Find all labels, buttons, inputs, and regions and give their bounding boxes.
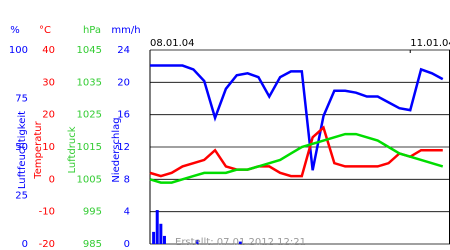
y-tick-label: 20 bbox=[117, 77, 130, 88]
y-tick-label: 1015 bbox=[77, 142, 102, 153]
axis-label: Luftfeuchtigkeit bbox=[17, 111, 28, 189]
footer: Erstellt: 07.01.2012 12:21 bbox=[175, 237, 306, 248]
axis-label: Luftdruck bbox=[67, 126, 78, 173]
y-tick-label: 1035 bbox=[77, 77, 102, 88]
bar bbox=[238, 241, 242, 244]
y-tick-label: 75 bbox=[15, 94, 28, 105]
y-tick-label: 8 bbox=[124, 174, 130, 185]
y-tick-label: -10 bbox=[39, 207, 55, 218]
series-line bbox=[150, 64, 444, 171]
y-tick-label: 995 bbox=[83, 207, 102, 218]
y-tick-label: 20 bbox=[42, 110, 55, 121]
bar bbox=[152, 231, 156, 244]
y-tick-label: 0 bbox=[124, 239, 130, 250]
bar bbox=[195, 239, 199, 244]
y-tick-label: 1005 bbox=[77, 174, 102, 185]
bar bbox=[159, 223, 163, 244]
y-tick-label: 12 bbox=[117, 142, 130, 153]
y-tick-label: 985 bbox=[83, 239, 102, 250]
x-tick-label: 11.01.04 bbox=[410, 38, 450, 49]
y-tick-label: 50 bbox=[15, 142, 28, 153]
y-tick-label: 24 bbox=[117, 45, 130, 56]
y-tick-label: 40 bbox=[42, 45, 55, 56]
y-tick-label: 1045 bbox=[77, 45, 102, 56]
y-tick-label: -20 bbox=[39, 239, 55, 250]
bar bbox=[155, 210, 159, 244]
series-line bbox=[149, 125, 443, 178]
y-tick-label: 4 bbox=[124, 207, 130, 218]
y-tick-label: 10 bbox=[42, 142, 55, 153]
series-line bbox=[149, 132, 444, 184]
y-tick-label: 0 bbox=[49, 174, 55, 185]
axis-unit: % bbox=[10, 25, 20, 36]
y-tick-label: 100 bbox=[9, 45, 28, 56]
axis-unit: hPa bbox=[83, 25, 101, 36]
axis-unit: °C bbox=[39, 25, 51, 36]
x-tick-label: 08.01.04 bbox=[150, 38, 195, 49]
y-tick-label: 16 bbox=[117, 110, 130, 121]
y-tick-label: 0 bbox=[22, 239, 28, 250]
axis-label: Temperatur bbox=[33, 120, 44, 179]
y-tick-label: 30 bbox=[42, 77, 55, 88]
y-tick-label: 25 bbox=[15, 191, 28, 202]
y-tick-label: 1025 bbox=[77, 110, 102, 121]
bar bbox=[162, 235, 166, 244]
axis-unit: mm/h bbox=[111, 25, 140, 36]
axis-label: Niederschlag bbox=[111, 117, 122, 182]
